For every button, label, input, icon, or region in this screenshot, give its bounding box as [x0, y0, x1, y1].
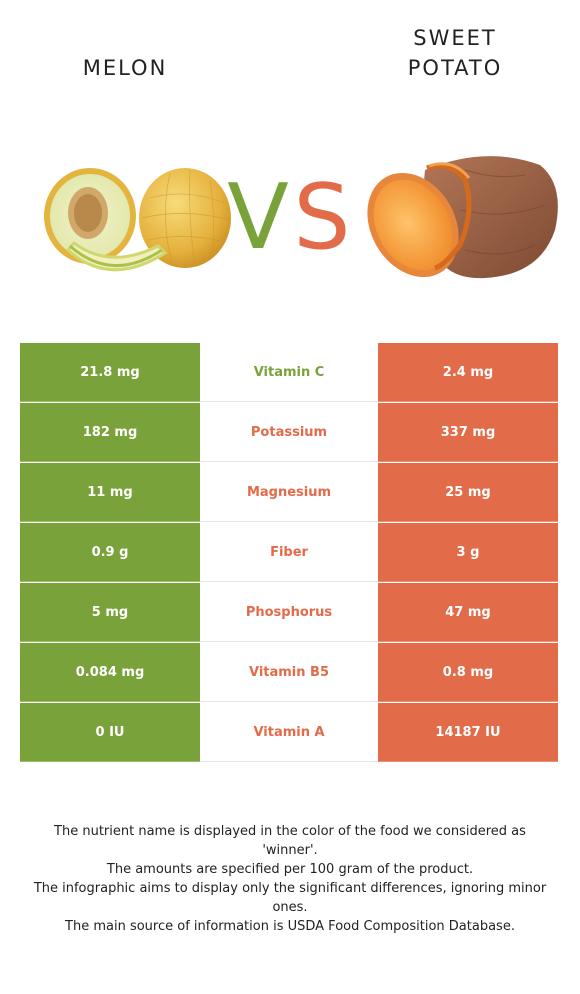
table-row: 5 mg Phosphorus 47 mg	[20, 583, 558, 643]
right-value: 14187 IU	[378, 703, 558, 762]
nutrient-name: Phosphorus	[200, 583, 378, 642]
right-value: 47 mg	[378, 583, 558, 642]
left-value: 5 mg	[20, 583, 200, 642]
table-row: 0.9 g Fiber 3 g	[20, 523, 558, 583]
nutrient-name: Fiber	[200, 523, 378, 582]
left-value: 11 mg	[20, 463, 200, 522]
table-row: 0 IU Vitamin A 14187 IU	[20, 703, 558, 763]
right-value: 3 g	[378, 523, 558, 582]
nutrient-name: Potassium	[200, 403, 378, 462]
left-value: 0.9 g	[20, 523, 200, 582]
vs-s-letter: S	[293, 170, 350, 260]
table-row: 11 mg Magnesium 25 mg	[20, 463, 558, 523]
nutrient-name: Vitamin B5	[200, 643, 378, 702]
footnote-aim: The infographic aims to display only the…	[33, 881, 547, 915]
vs-mark: V S	[228, 170, 351, 260]
footnote-winner: The nutrient name is displayed in the co…	[54, 824, 526, 858]
table-row: 0.084 mg Vitamin B5 0.8 mg	[20, 643, 558, 703]
left-value: 182 mg	[20, 403, 200, 462]
nutrient-name: Vitamin A	[200, 703, 378, 762]
left-value: 0 IU	[20, 703, 200, 762]
footnote-amounts: The amounts are specified per 100 gram o…	[106, 862, 474, 877]
table-row: 21.8 mg Vitamin C 2.4 mg	[20, 343, 558, 403]
food-title-left: MELON	[82, 56, 168, 80]
nutrient-name: Magnesium	[200, 463, 378, 522]
food-title-right-line1: SWEET	[413, 26, 497, 50]
table-row: 182 mg Potassium 337 mg	[20, 403, 558, 463]
vs-v-letter: V	[228, 170, 289, 260]
food-title-right-line2: POTATO	[407, 56, 503, 80]
right-value: 25 mg	[378, 463, 558, 522]
left-value: 0.084 mg	[20, 643, 200, 702]
nutrient-name: Vitamin C	[200, 343, 378, 402]
footnote-source: The main source of information is USDA F…	[65, 919, 515, 934]
footnotes: The nutrient name is displayed in the co…	[30, 822, 550, 936]
right-value: 337 mg	[378, 403, 558, 462]
food-title-right: SWEET POTATO	[330, 23, 580, 83]
sweet-potato-illustration	[367, 156, 558, 279]
right-value: 2.4 mg	[378, 343, 558, 402]
left-value: 21.8 mg	[20, 343, 200, 402]
right-value: 0.8 mg	[378, 643, 558, 702]
melon-illustration	[44, 168, 231, 272]
